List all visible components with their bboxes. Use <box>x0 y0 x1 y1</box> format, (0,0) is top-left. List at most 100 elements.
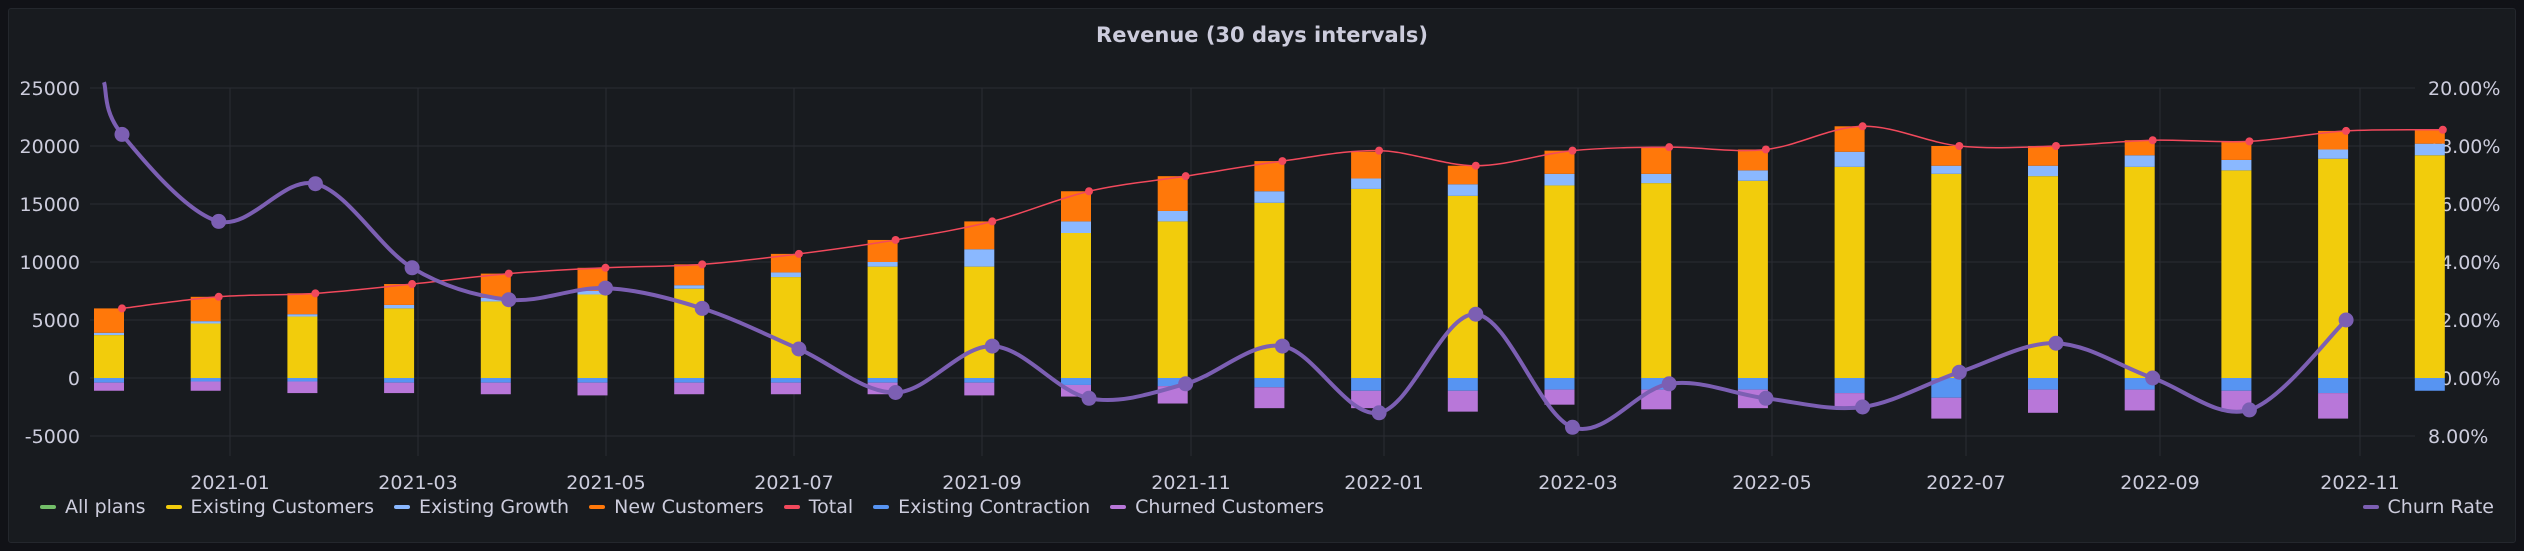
point-churn-rate <box>791 341 807 357</box>
point-churn-rate <box>2338 312 2354 328</box>
x-tick-label: 2021-09 <box>942 472 1021 494</box>
point-churn-rate <box>1951 364 1967 380</box>
y2-tick-label: 16.00% <box>2428 194 2500 216</box>
point-total <box>1955 142 1964 150</box>
point-total <box>1181 172 1190 181</box>
bar-existing-contraction <box>1834 378 1865 394</box>
bar-existing-contraction <box>674 378 705 383</box>
legend-item-total[interactable]: Total <box>783 496 854 518</box>
bar-existing-customers <box>1544 185 1575 378</box>
bar-existing-customers <box>1931 173 1962 378</box>
legend-swatch <box>40 505 56 509</box>
bar-existing-growth <box>2414 143 2445 156</box>
point-churn-rate <box>211 213 227 229</box>
x-tick-label: 2021-07 <box>754 472 833 494</box>
bar-churned-customers <box>674 382 705 395</box>
bar-existing-contraction <box>964 378 995 383</box>
bar-churned-customers <box>287 381 318 394</box>
y-tick-label: 10000 <box>20 252 80 274</box>
x-tick-label: 2022-03 <box>1538 472 1617 494</box>
point-churn-rate <box>1178 376 1194 392</box>
y-tick-label: 15000 <box>20 194 80 216</box>
bar-churned-customers <box>1931 397 1962 419</box>
bar-existing-contraction <box>1737 378 1768 390</box>
legend-item-all-plans[interactable]: All plans <box>40 496 146 518</box>
x-tick-label: 2022-09 <box>2120 472 2199 494</box>
point-churn-rate <box>1758 390 1774 406</box>
point-churn-rate <box>501 292 517 308</box>
point-churn-rate <box>1855 399 1871 415</box>
bar-existing-customers <box>577 294 608 378</box>
legend-item-churned-customers[interactable]: Churned Customers <box>1110 496 1324 518</box>
point-total <box>601 263 610 272</box>
bar-new-customers <box>1931 146 1962 166</box>
point-total <box>1568 146 1577 155</box>
bar-existing-customers <box>190 323 221 378</box>
legend-label: Existing Customers <box>190 496 375 518</box>
legend-label: Total <box>808 496 854 518</box>
y2-tick-label: 8.00% <box>2428 426 2488 448</box>
point-churn-rate <box>1661 376 1677 392</box>
point-total <box>891 235 900 244</box>
y2-tick-label: 10.00% <box>2428 368 2500 390</box>
bar-existing-contraction <box>2028 378 2058 390</box>
bar-existing-contraction <box>1061 378 1091 385</box>
legend-item-churn-rate[interactable]: Churn Rate <box>2362 492 2494 522</box>
point-total <box>118 304 126 313</box>
bar-new-customers <box>674 264 705 286</box>
point-total <box>2245 137 2254 146</box>
bar-new-customers <box>964 221 995 250</box>
point-churn-rate <box>598 280 613 296</box>
bar-existing-contraction <box>1254 378 1285 388</box>
bar-existing-contraction <box>1931 378 1962 398</box>
bar-existing-growth <box>577 291 608 295</box>
bar-existing-contraction <box>94 378 124 383</box>
bar-new-customers <box>1157 176 1188 211</box>
y2-tick-label: 18.00% <box>2428 136 2500 158</box>
bar-new-customers <box>190 296 221 322</box>
legend-item-existing-contraction[interactable]: Existing Contraction <box>873 496 1090 518</box>
x-tick-label: 2021-11 <box>1151 472 1230 494</box>
y2-tick-label: 12.00% <box>2428 310 2500 332</box>
bar-churned-customers <box>94 382 124 391</box>
bar-existing-customers <box>2318 158 2349 378</box>
x-tick-label: 2021-03 <box>378 472 457 494</box>
bar-existing-customers <box>1447 195 1478 378</box>
bar-existing-growth <box>1737 170 1768 181</box>
bar-new-customers <box>1834 126 1865 152</box>
bar-existing-customers <box>2414 155 2445 378</box>
bar-existing-contraction <box>1351 378 1382 391</box>
bar-existing-growth <box>1544 173 1575 186</box>
bar-existing-growth <box>1447 184 1478 196</box>
point-total <box>2438 125 2447 134</box>
bar-existing-growth <box>287 314 318 317</box>
x-tick-label: 2021-05 <box>566 472 645 494</box>
legend-item-new-customers[interactable]: New Customers <box>589 496 764 518</box>
bar-new-customers <box>1544 150 1575 174</box>
bar-existing-growth <box>2028 165 2058 177</box>
bar-existing-growth <box>964 249 995 267</box>
y-tick-label: 25000 <box>20 78 80 100</box>
bar-existing-growth <box>2318 149 2349 159</box>
bar-existing-contraction <box>480 378 511 383</box>
bar-new-customers <box>1061 191 1091 222</box>
point-total <box>698 260 707 269</box>
x-tick-label: 2022-11 <box>2320 472 2399 494</box>
bar-existing-contraction <box>190 378 221 382</box>
point-churn-rate <box>2241 402 2257 418</box>
bar-existing-customers <box>2221 170 2252 378</box>
point-total <box>311 289 320 298</box>
bar-existing-growth <box>2221 159 2252 171</box>
legend-item-existing-customers[interactable]: Existing Customers <box>165 496 375 518</box>
bar-new-customers <box>770 253 801 273</box>
x-tick-label: 2022-01 <box>1344 472 1423 494</box>
bar-new-customers <box>867 239 898 262</box>
bar-existing-customers <box>1061 233 1091 378</box>
point-churn-rate <box>1371 405 1387 421</box>
bar-existing-growth <box>1834 151 1865 167</box>
bar-existing-contraction <box>287 378 318 382</box>
legend-label: All plans <box>65 496 146 518</box>
bar-existing-growth <box>1641 173 1672 184</box>
legend-item-existing-growth[interactable]: Existing Growth <box>394 496 569 518</box>
